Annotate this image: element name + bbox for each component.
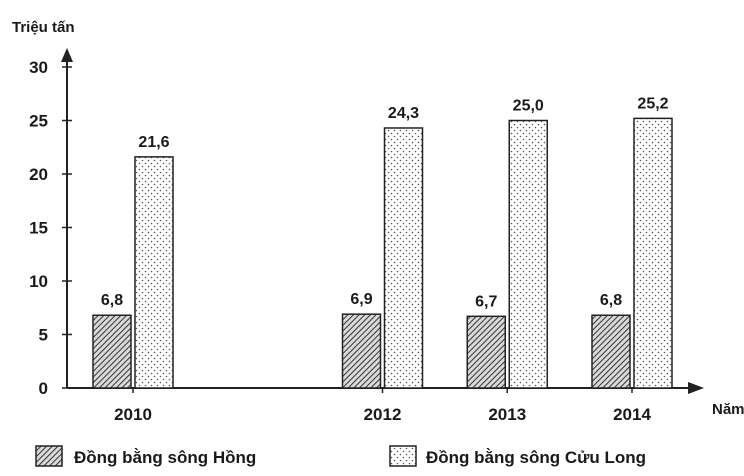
y-tick-label: 25: [29, 112, 48, 131]
x-tick-label: 2010: [114, 405, 152, 424]
y-tick-label: 15: [29, 219, 48, 238]
bar-dbscl: [383, 127, 424, 389]
y-tick-label: 10: [29, 272, 48, 291]
y-axis-title: Triệu tấn: [12, 19, 75, 36]
bar-dbsh: [92, 314, 132, 389]
legend: Đồng bằng sông Hồng Đồng bằng sông Cửu Lo…: [35, 445, 646, 467]
bar-dbsh: [466, 315, 506, 389]
data-label: 24,3: [388, 105, 419, 122]
bar-dbscl: [633, 117, 673, 389]
x-tick-label: 2013: [488, 405, 526, 424]
x-axis-title: Năm: [712, 401, 744, 418]
x-tick-label: 2014: [613, 405, 651, 424]
labels: 6,8 21,6 6,9 24,3 6,7 25,0 6,8 25,2: [101, 95, 669, 310]
bars: [92, 117, 673, 389]
legend-label: Đồng bằng sông Hồng: [74, 448, 256, 467]
data-label: 6,8: [101, 292, 123, 309]
y-tick-label: 5: [39, 326, 48, 345]
x-tick-label: 2012: [364, 405, 402, 424]
data-label: 25,2: [637, 95, 668, 112]
x-axis-arrow: [688, 382, 704, 394]
data-label: 6,9: [350, 291, 372, 308]
bar-dbscl: [508, 119, 548, 389]
legend-label: Đồng bằng sông Cửu Long: [426, 448, 646, 467]
y-tick-label: 30: [29, 58, 48, 77]
legend-swatch: [389, 445, 417, 467]
data-label: 25,0: [513, 98, 544, 115]
data-label: 6,8: [600, 292, 622, 309]
bar-dbsh: [591, 314, 631, 389]
legend-swatch: [35, 445, 63, 467]
y-tick-label: 0: [39, 379, 48, 398]
bar-dbscl: [134, 156, 174, 389]
data-label: 6,7: [475, 293, 497, 310]
y-axis-arrow: [61, 48, 73, 62]
data-label: 21,6: [138, 134, 169, 151]
bar-dbsh: [341, 313, 382, 389]
y-tick-label: 20: [29, 165, 48, 184]
